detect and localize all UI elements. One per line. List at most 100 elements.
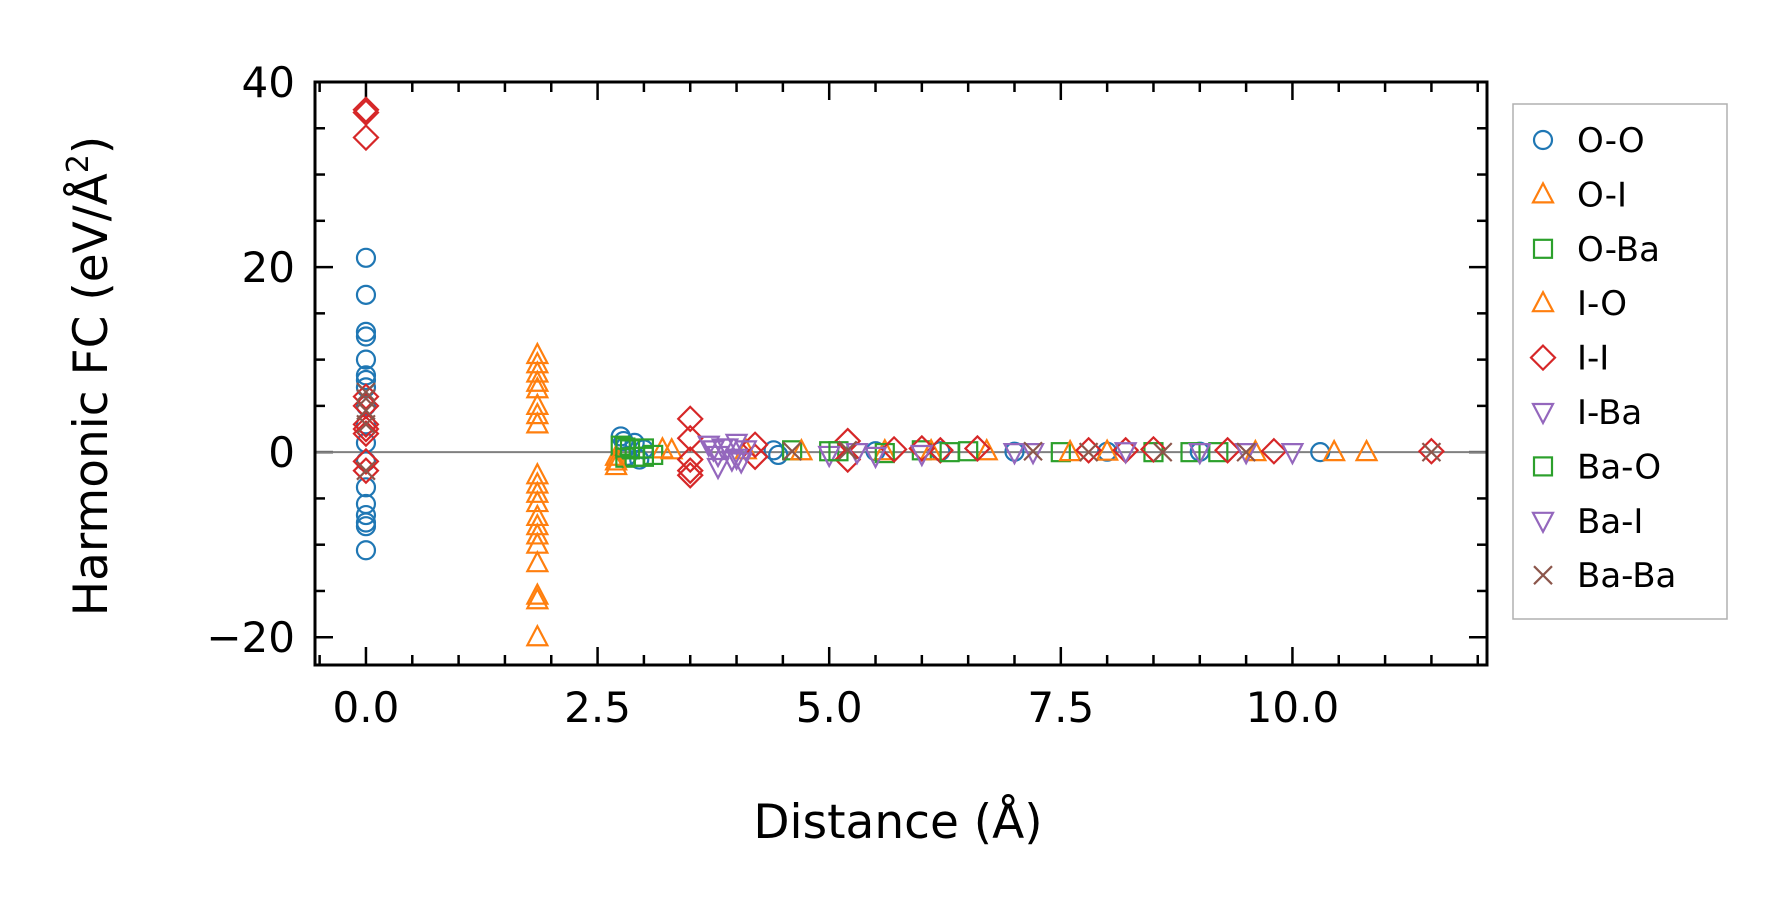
data-point bbox=[1152, 442, 1173, 462]
data-point bbox=[355, 321, 377, 342]
legend-marker bbox=[1531, 289, 1555, 313]
data-point bbox=[525, 360, 550, 383]
data-point bbox=[352, 415, 380, 443]
legend-label: Ba-I bbox=[1577, 502, 1643, 542]
data-point bbox=[355, 516, 377, 537]
data-point bbox=[908, 434, 936, 463]
y-tick-label: 40 bbox=[242, 58, 295, 107]
legend-item-o-ba: O-Ba bbox=[1532, 230, 1660, 270]
legend-marker bbox=[1531, 181, 1555, 204]
data-point bbox=[706, 457, 730, 481]
data-point bbox=[1354, 438, 1379, 462]
data-point bbox=[633, 446, 655, 467]
y-tick-label: 20 bbox=[242, 243, 295, 292]
data-point bbox=[676, 446, 704, 474]
legend-label: I-I bbox=[1577, 339, 1609, 379]
data-point bbox=[874, 442, 895, 464]
data-point bbox=[525, 549, 550, 573]
data-point bbox=[525, 480, 550, 503]
legend-marker bbox=[1531, 402, 1555, 426]
data-point bbox=[676, 405, 704, 433]
data-point bbox=[1421, 442, 1442, 462]
data-point bbox=[355, 326, 377, 347]
data-point bbox=[1002, 443, 1027, 466]
data-point bbox=[619, 439, 641, 460]
data-point bbox=[1187, 443, 1212, 466]
legend-item-ba-i: Ba-I bbox=[1531, 502, 1643, 542]
data-point bbox=[356, 414, 376, 435]
data-point bbox=[355, 477, 377, 498]
data-point bbox=[1113, 442, 1138, 465]
data-point bbox=[963, 434, 991, 463]
data-point bbox=[525, 582, 550, 605]
data-point bbox=[1004, 441, 1025, 462]
data-point bbox=[525, 369, 550, 392]
data-point bbox=[919, 437, 943, 461]
data-point bbox=[352, 447, 380, 475]
data-point bbox=[1058, 438, 1082, 462]
legend-marker bbox=[1531, 511, 1555, 535]
data-point bbox=[352, 96, 380, 124]
x-tick-label: 5.0 bbox=[796, 683, 863, 732]
legend-marker bbox=[1532, 456, 1554, 477]
data-point bbox=[676, 461, 704, 489]
data-point bbox=[1417, 437, 1445, 465]
data-point bbox=[733, 440, 758, 463]
x-tick-labels: 0.0 2.5 5.0 7.5 10.0 bbox=[333, 683, 1340, 732]
data-point bbox=[525, 411, 550, 434]
data-point bbox=[525, 623, 550, 647]
data-point bbox=[782, 441, 802, 462]
data-point bbox=[837, 440, 858, 461]
data-point bbox=[355, 247, 377, 268]
y-axis-label-end: ) bbox=[64, 136, 119, 154]
legend-label: I-O bbox=[1577, 284, 1627, 324]
data-point bbox=[355, 369, 377, 391]
legend-label: O-O bbox=[1577, 121, 1645, 161]
data-point bbox=[352, 123, 380, 152]
data-point bbox=[1234, 443, 1258, 466]
legend-item-ba-o: Ba-O bbox=[1532, 447, 1661, 487]
legend-label: Ba-O bbox=[1577, 447, 1661, 487]
data-point bbox=[525, 489, 550, 513]
legend-label: Ba-Ba bbox=[1577, 556, 1676, 596]
data-points bbox=[352, 96, 1445, 647]
legend-item-i-i: I-I bbox=[1529, 339, 1609, 379]
data-point bbox=[974, 437, 999, 461]
data-point bbox=[834, 446, 862, 474]
series-i-i bbox=[352, 96, 1445, 489]
ticks-layer bbox=[315, 80, 1487, 665]
data-point bbox=[1260, 437, 1288, 465]
data-point bbox=[676, 457, 704, 485]
data-point bbox=[880, 435, 908, 463]
legend-label: I-Ba bbox=[1577, 393, 1642, 433]
data-point bbox=[872, 437, 897, 461]
x-tick-label: 10.0 bbox=[1246, 683, 1340, 732]
legend-item-ba-ba: Ba-Ba bbox=[1533, 556, 1676, 596]
data-point bbox=[1208, 442, 1229, 463]
y-tick-label: −20 bbox=[206, 613, 295, 662]
data-point bbox=[355, 540, 377, 561]
data-point bbox=[676, 424, 704, 452]
data-point bbox=[863, 446, 888, 470]
data-point bbox=[939, 442, 960, 463]
data-point bbox=[1214, 436, 1242, 464]
data-point bbox=[1236, 442, 1256, 462]
data-point bbox=[1139, 435, 1168, 463]
legend: O-O O-I O-Ba I-O I-I I-Ba Ba-O Ba-I Ba-Ba bbox=[1512, 103, 1728, 620]
data-point bbox=[356, 400, 376, 421]
data-point bbox=[604, 448, 628, 471]
data-point bbox=[525, 522, 550, 545]
legend-marker bbox=[1529, 344, 1557, 372]
series-i-o bbox=[604, 436, 1082, 471]
data-point bbox=[910, 444, 934, 468]
legend-marker bbox=[1532, 129, 1554, 151]
data-point bbox=[352, 410, 380, 438]
data-point bbox=[659, 436, 684, 460]
data-point bbox=[1322, 438, 1346, 462]
y-tick-label: 0 bbox=[268, 428, 295, 477]
data-point bbox=[356, 460, 376, 481]
y-axis-label-main: Harmonic FC (eV/Å bbox=[64, 173, 119, 616]
legend-item-i-ba: I-Ba bbox=[1531, 393, 1642, 433]
y-tick-labels: −20 0 20 40 bbox=[206, 58, 295, 662]
data-point bbox=[355, 284, 377, 305]
